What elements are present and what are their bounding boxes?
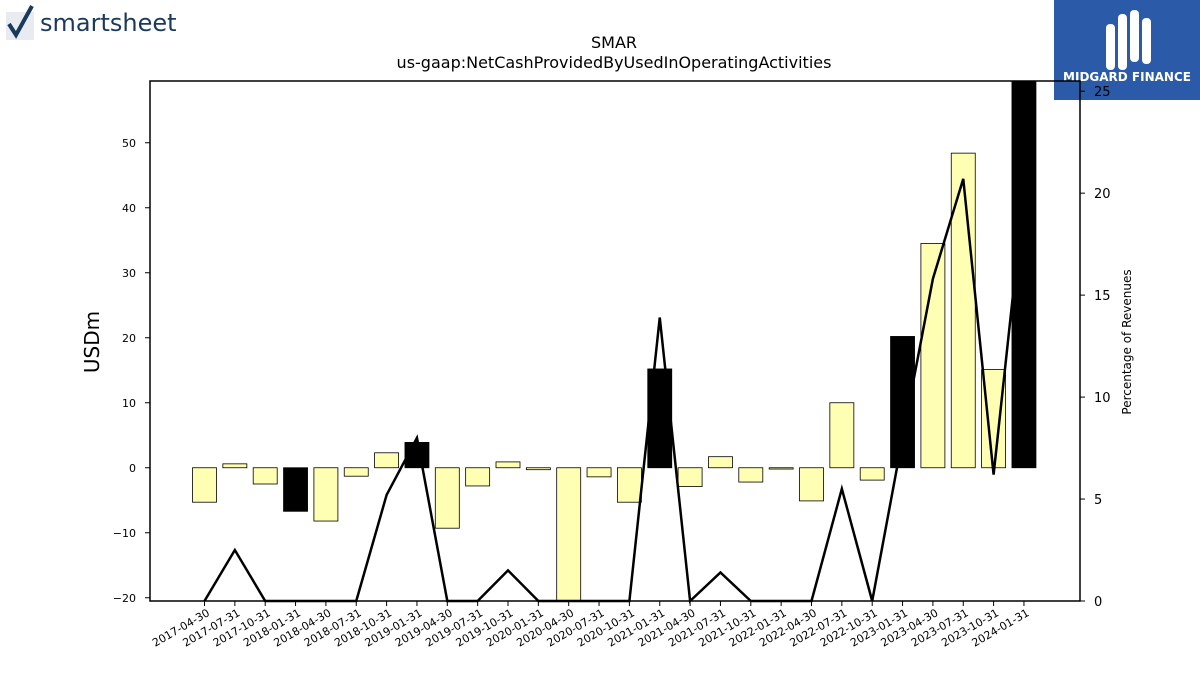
y-tick-label: 30 — [122, 267, 136, 280]
y-axis-label: USDm — [80, 311, 104, 373]
y-tick-label: 20 — [122, 332, 136, 345]
bar — [768, 467, 794, 470]
chart-subtitle: us-gaap:NetCashProvidedByUsedInOperating… — [397, 53, 832, 72]
y-tick-label: 10 — [122, 397, 136, 410]
midgard-logo-text: MIDGARD FINANCE — [1063, 70, 1191, 84]
y2-tick-label: 25 — [1094, 85, 1111, 100]
plot-frame — [149, 80, 1081, 602]
midgard-finance-logo: MIDGARD FINANCE — [1054, 0, 1200, 100]
bar — [950, 152, 976, 469]
bar — [465, 467, 491, 487]
smartsheet-logo-text: smartsheet — [40, 9, 177, 37]
bar — [677, 467, 703, 488]
bar — [222, 463, 248, 469]
y2-tick-label: 10 — [1094, 391, 1111, 406]
bar-series — [192, 80, 1037, 602]
y2-axis-label: Percentage of Revenues — [1120, 269, 1134, 414]
bar — [252, 467, 278, 485]
y2-tick-label: 20 — [1094, 187, 1111, 202]
bar — [586, 467, 612, 478]
smartsheet-logo: smartsheet — [4, 2, 194, 46]
y2-tick-label: 0 — [1094, 595, 1102, 610]
midgard-emblem-icon — [1106, 10, 1151, 70]
bar — [708, 456, 733, 469]
y-tick-label: −10 — [113, 527, 136, 540]
bar — [192, 467, 217, 503]
bar — [617, 467, 642, 503]
bar — [738, 467, 764, 483]
chart-title: SMAR — [591, 33, 637, 52]
bar — [343, 467, 369, 477]
bar — [495, 461, 521, 469]
bar — [647, 368, 673, 469]
bar — [859, 467, 885, 481]
y2-tick-label: 15 — [1094, 289, 1111, 304]
bar — [890, 336, 915, 469]
y-tick-label: 0 — [129, 462, 136, 475]
bar — [525, 467, 551, 471]
bar — [556, 467, 582, 602]
bar — [374, 452, 400, 469]
bar — [829, 402, 855, 469]
bar — [313, 467, 339, 522]
bar — [799, 467, 824, 502]
y-axis-ticks: −20 −10 0 10 20 30 40 50 — [113, 137, 150, 605]
bar — [283, 467, 308, 512]
bar — [434, 467, 460, 529]
y2-tick-label: 5 — [1094, 493, 1102, 508]
y-tick-label: 50 — [122, 137, 136, 150]
x-axis-ticks: 2017-04-302017-07-312017-10-312018-01-31… — [150, 601, 1031, 650]
y-tick-label: −20 — [113, 592, 136, 605]
checkmark-icon — [7, 5, 34, 39]
y2-axis-ticks: 0 5 10 15 20 25 — [1080, 85, 1111, 610]
y-tick-label: 40 — [122, 202, 136, 215]
